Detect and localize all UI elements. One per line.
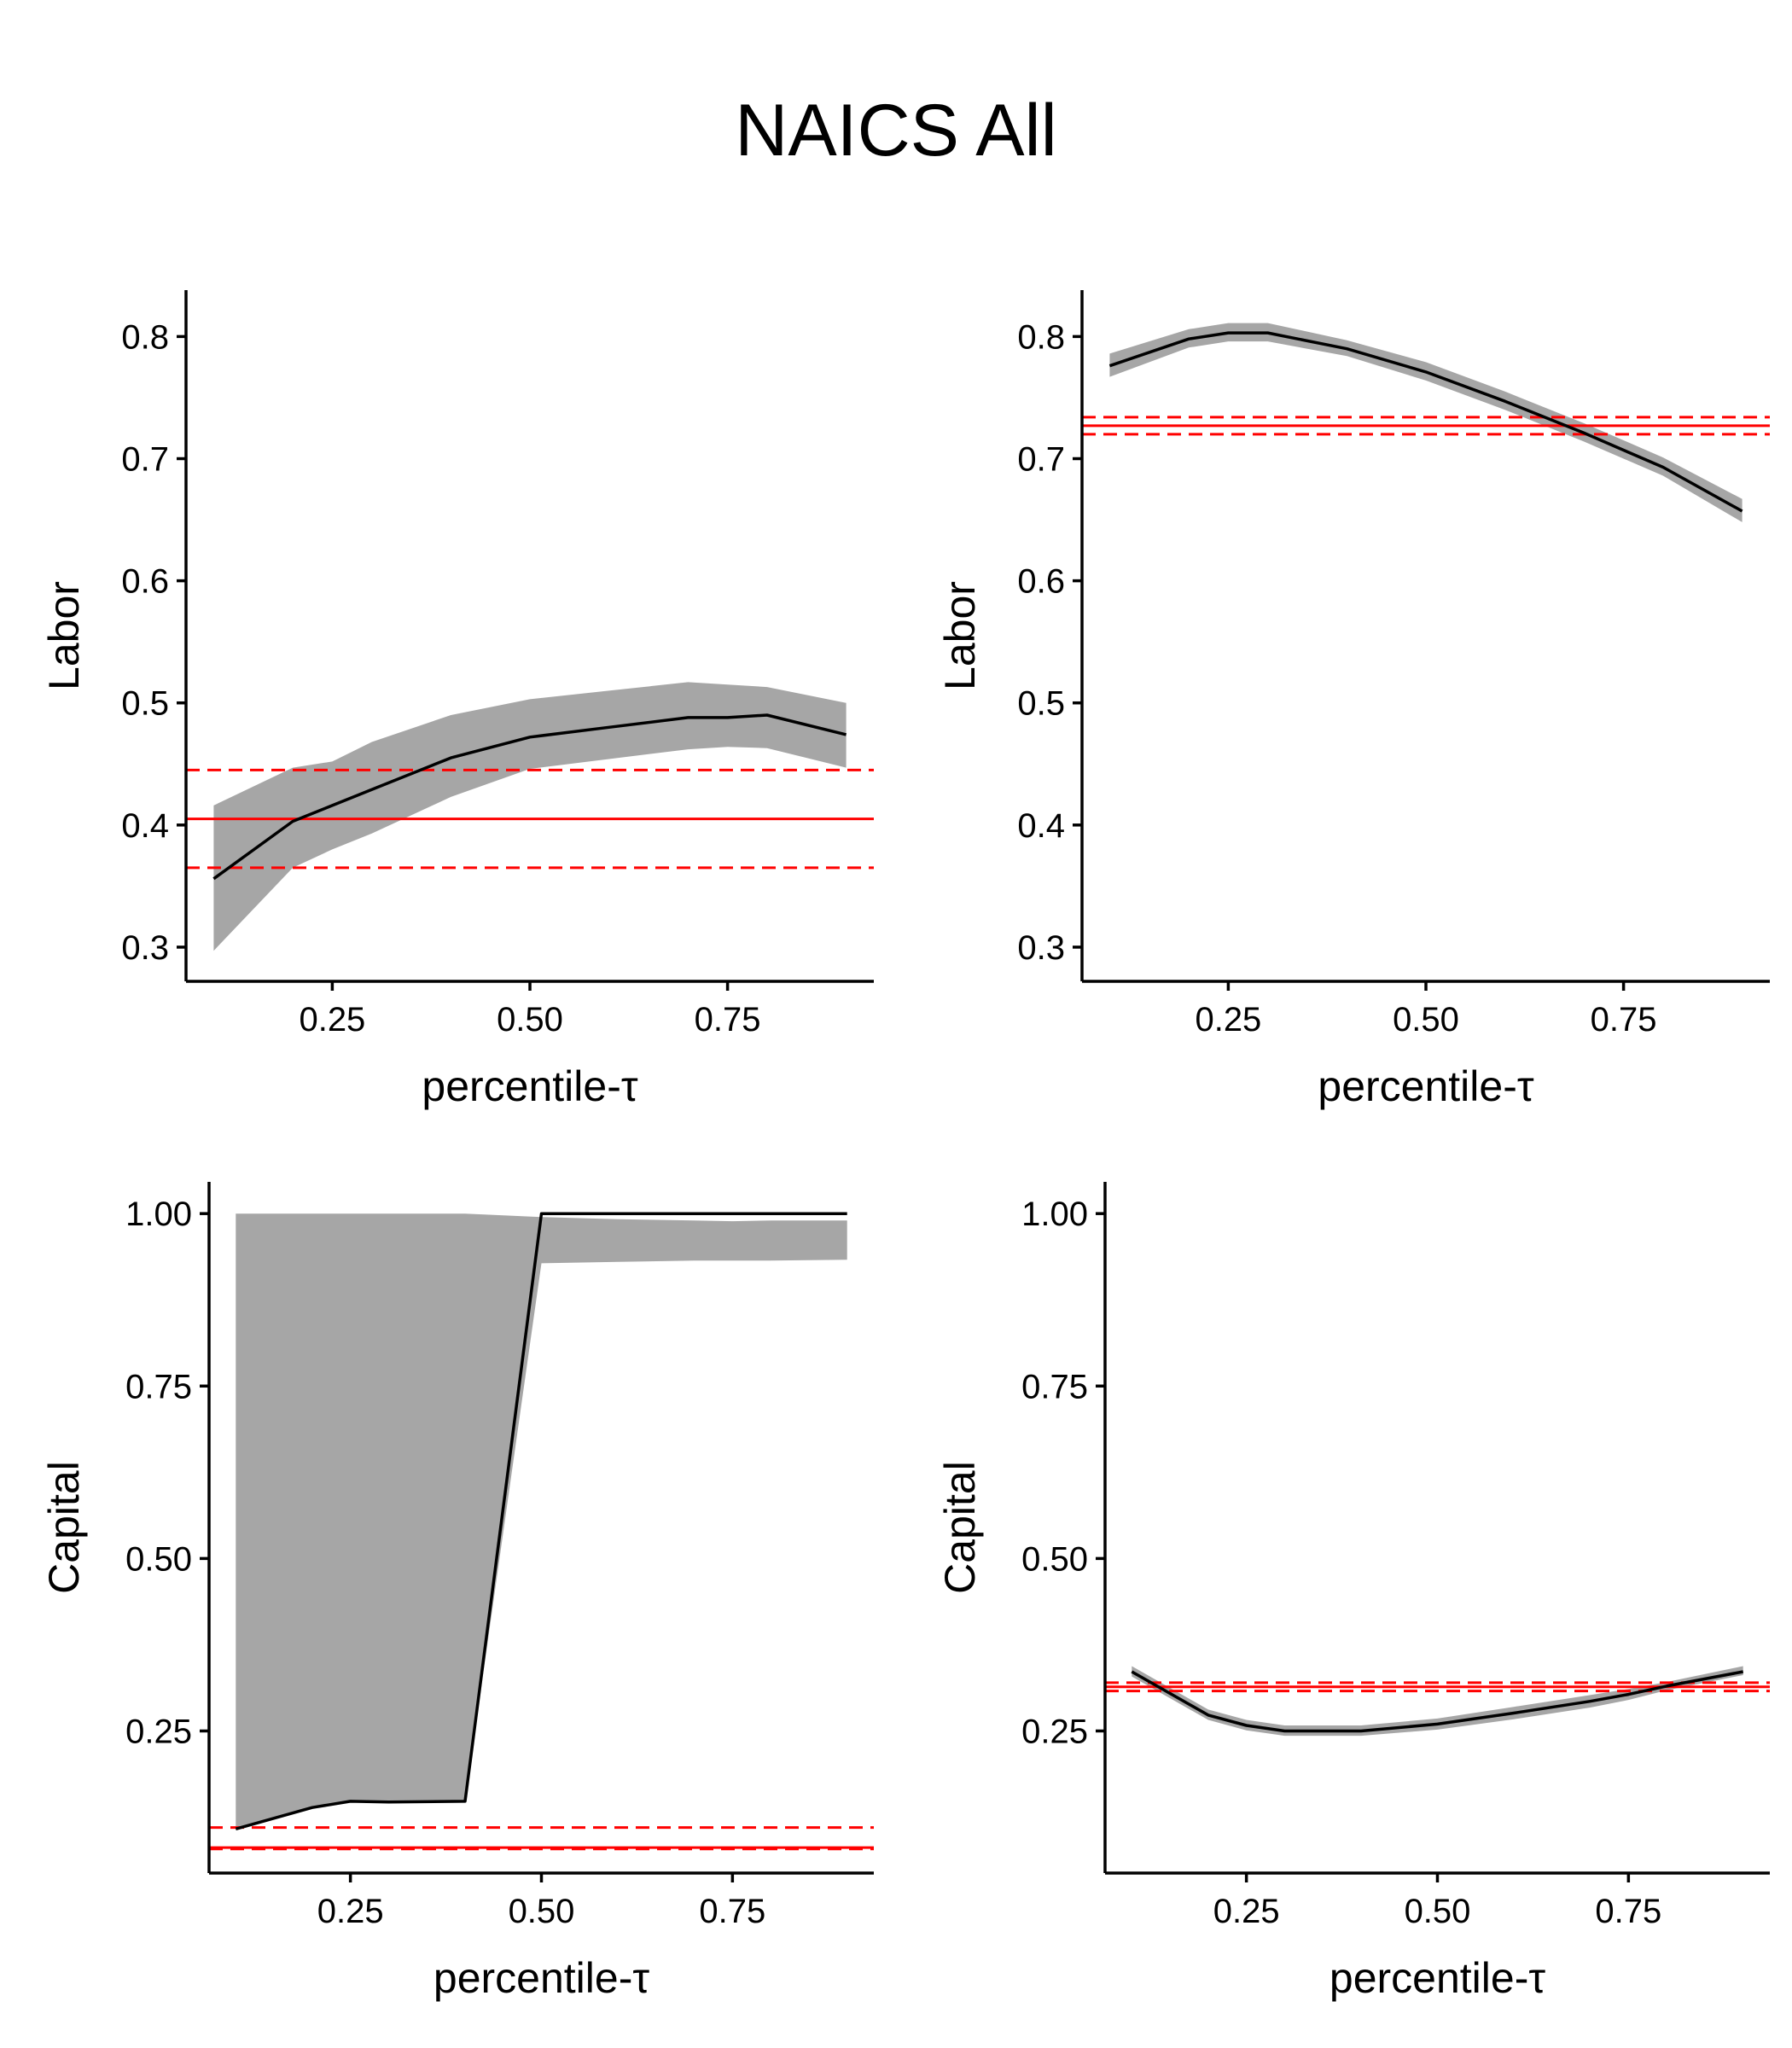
y-tick-label: 0.5 — [1017, 685, 1065, 723]
x-tick-label: 0.75 — [695, 1001, 761, 1039]
y-tick-label: 1.00 — [125, 1196, 192, 1233]
page-title: NAICS All — [735, 90, 1057, 172]
confidence-band — [236, 1213, 847, 1830]
estimate-line — [1131, 1670, 1744, 1733]
estimate-line — [235, 1212, 847, 1830]
x-tick-label: 0.50 — [509, 1893, 575, 1930]
x-tick-label: 0.50 — [497, 1001, 563, 1039]
y-tick-label: 1.00 — [1021, 1196, 1088, 1233]
panel-capital-right: 0.25 0.50 0.75 1.00 0.25 0.50 0.75 percentile-τ… — [936, 1182, 1770, 2002]
x-axis-title: percentile-τ — [1318, 1062, 1533, 1110]
y-tick-label: 0.8 — [1017, 318, 1065, 356]
y-tick-label: 0.8 — [121, 318, 169, 356]
y-axis-title: Labor — [936, 581, 984, 690]
y-tick-label: 0.6 — [1017, 563, 1065, 601]
y-tick-label: 0.75 — [125, 1368, 192, 1405]
x-axis-title: percentile-τ — [422, 1062, 637, 1110]
x-axis-title: percentile-τ — [1329, 1954, 1545, 2002]
y-tick-label: 0.5 — [121, 685, 169, 723]
y-tick-label: 0.3 — [121, 929, 169, 967]
y-axis-title: Labor — [40, 581, 88, 690]
y-axis-title: Capital — [40, 1461, 88, 1594]
confidence-band — [213, 682, 847, 951]
panel-labor-right: 0.3 0.4 0.5 0.6 0.7 0.8 0.25 0.50 0.75 percentile… — [936, 290, 1770, 1110]
y-tick-label: 0.7 — [121, 440, 169, 478]
y-tick-label: 0.3 — [1017, 929, 1065, 967]
x-tick-label: 0.25 — [317, 1893, 384, 1930]
panel-labor-left: 0.3 0.4 0.5 0.6 0.7 0.8 0.25 0.50 0.75 percentile… — [40, 290, 874, 1110]
y-tick-label: 0.6 — [121, 563, 169, 601]
x-tick-label: 0.75 — [1591, 1001, 1657, 1039]
estimate-line — [1108, 331, 1743, 513]
y-tick-label: 0.25 — [1021, 1713, 1088, 1750]
y-tick-label: 0.4 — [121, 807, 169, 845]
estimate-line — [212, 713, 847, 881]
confidence-band — [1109, 323, 1743, 522]
y-tick-label: 0.50 — [1021, 1540, 1088, 1578]
x-tick-label: 0.75 — [1595, 1893, 1661, 1930]
x-tick-label: 0.75 — [699, 1893, 765, 1930]
y-tick-label: 0.75 — [1021, 1368, 1088, 1405]
x-tick-label: 0.25 — [299, 1001, 365, 1039]
y-tick-label: 0.7 — [1017, 440, 1065, 478]
y-axis-title: Capital — [936, 1461, 984, 1594]
panel-capital-left: 0.25 0.50 0.75 1.00 0.25 0.50 0.75 percentile-τ… — [40, 1182, 874, 2002]
x-tick-label: 0.25 — [1195, 1001, 1261, 1039]
y-tick-label: 0.25 — [125, 1713, 192, 1750]
x-tick-label: 0.25 — [1213, 1893, 1280, 1930]
confidence-band — [1132, 1666, 1743, 1737]
y-tick-label: 0.50 — [125, 1540, 192, 1578]
x-axis-title: percentile-τ — [433, 1954, 649, 2002]
x-tick-label: 0.50 — [1393, 1001, 1459, 1039]
y-tick-label: 0.4 — [1017, 807, 1065, 845]
x-tick-label: 0.50 — [1405, 1893, 1471, 1930]
